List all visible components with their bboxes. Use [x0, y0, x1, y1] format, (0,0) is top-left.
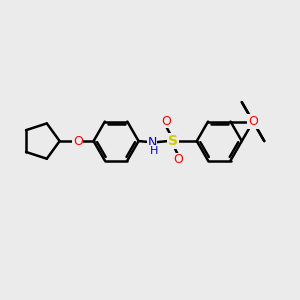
Text: O: O — [73, 135, 83, 148]
Text: O: O — [173, 153, 183, 166]
Text: H: H — [149, 146, 158, 156]
Text: O: O — [248, 115, 258, 128]
Text: S: S — [168, 134, 178, 148]
Text: N: N — [148, 136, 157, 149]
Text: O: O — [248, 115, 258, 128]
Text: O: O — [161, 115, 171, 128]
